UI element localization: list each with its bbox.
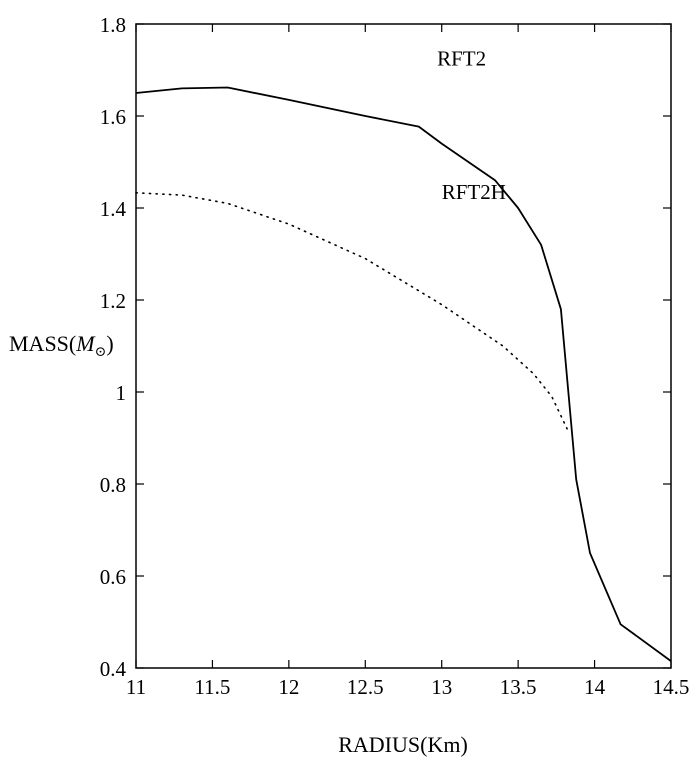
annotations: RFT2 RFT2H: [437, 46, 506, 203]
y-axis-label-subscript: ⊙: [95, 345, 107, 360]
y-tick-label: 1.6: [100, 105, 126, 129]
y-tick-label: 0.6: [100, 565, 126, 589]
y-tick-label: 1.2: [100, 289, 126, 313]
y-axis-label-symbol: M: [75, 331, 96, 356]
axis-ticks: [135, 23, 672, 669]
y-tick-label: 1.8: [100, 13, 126, 37]
annotation-label: RFT2: [437, 46, 486, 70]
plot-frame: [135, 23, 672, 669]
annotation-label: RFT2H: [442, 180, 506, 204]
y-tick-label: 1: [116, 381, 127, 405]
x-tick-label: 13.5: [500, 675, 537, 699]
x-tick-label: 11: [126, 675, 146, 699]
x-tick-label: 12: [278, 675, 299, 699]
x-tick-label: 12.5: [347, 675, 384, 699]
y-tick-labels: 0.4 0.6 0.8 1 1.2 1.4 1.6 1.8: [100, 13, 127, 681]
x-axis-label: RADIUS(Km): [338, 732, 468, 757]
series-group: [135, 86, 672, 662]
y-axis-label-prefix: MASS(: [9, 331, 76, 356]
x-tick-label: 11.5: [194, 675, 230, 699]
x-tick-labels: 11 11.5 12 12.5 13 13.5 14 14.5: [126, 675, 689, 699]
series-line-rft2: [135, 86, 672, 662]
x-tick-label: 13: [431, 675, 452, 699]
x-tick-label: 14: [584, 675, 606, 699]
series-line-rft2h: [135, 192, 568, 430]
y-tick-label: 0.4: [100, 657, 127, 681]
y-tick-label: 1.4: [100, 197, 127, 221]
x-tick-label: 14.5: [653, 675, 690, 699]
y-axis-label: MASS(M⊙): [9, 331, 114, 360]
y-axis-label-suffix: ): [106, 331, 113, 356]
y-tick-label: 0.8: [100, 473, 126, 497]
